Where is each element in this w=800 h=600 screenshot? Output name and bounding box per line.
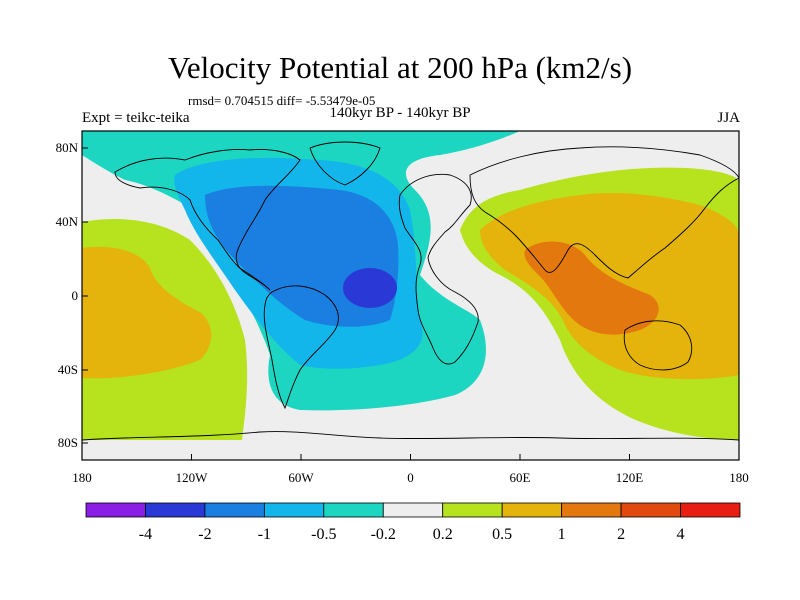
coast-greenland: [309, 141, 381, 186]
colorbar-swatch: [204, 502, 265, 518]
colorbar-swatch: [680, 502, 741, 518]
colorbar: [85, 502, 741, 518]
experiment-label: Expt = teikc-teika: [82, 110, 190, 126]
colorbar-label: 4: [677, 526, 685, 543]
coast-north-america: [114, 149, 301, 291]
colorbar-swatch: [145, 502, 206, 518]
y-tick-label: 80N: [56, 140, 79, 155]
coast-europe-africa: [398, 173, 479, 365]
x-tick-label: 0: [407, 470, 414, 485]
x-tick-label: 120E: [616, 470, 644, 485]
y-tick-label: 0: [72, 288, 79, 303]
y-tick-label: 80S: [58, 435, 78, 450]
chart-title: Velocity Potential at 200 hPa (km2/s): [167, 50, 633, 85]
colorbar-label: -0.5: [311, 526, 336, 543]
contour-orange-east: [524, 241, 659, 335]
colorbar-label: 1: [558, 526, 566, 543]
colorbar-label: -4: [139, 526, 152, 543]
colorbar-label: 0.2: [433, 526, 453, 543]
x-tick-label: 180: [729, 470, 749, 485]
y-tick-label: 40N: [56, 214, 79, 229]
x-tick-label: 180: [72, 470, 92, 485]
coast-south-america: [263, 285, 339, 410]
colorbar-swatch: [382, 502, 444, 518]
colorbar-label: 2: [617, 526, 625, 543]
colorbar-label: -1: [258, 526, 271, 543]
colorbar-swatch: [263, 502, 325, 518]
colorbar-labels: -4 -2 -1 -0.5 -0.2 0.2 0.5 1 2 4: [139, 526, 685, 543]
contour-yellow-west: [82, 246, 212, 379]
coast-antarctica: [82, 431, 739, 441]
polar-band-south: [82, 441, 739, 460]
coast-asia: [469, 146, 739, 279]
colorbar-swatch: [620, 502, 681, 518]
coast-australia: [623, 320, 693, 371]
stats-label: rmsd= 0.704515 diff= -5.53479e-05: [188, 93, 376, 108]
axis-tick-labels: 180 120W 60W 0 60E 120E 180 80N 40N 0 40S 80S: [56, 140, 749, 485]
coastlines: [82, 141, 739, 441]
period-label: 140kyr BP - 140kyr BP: [329, 105, 471, 121]
y-tick-label: 40S: [58, 362, 78, 377]
x-tick-label: 60E: [510, 470, 531, 485]
x-tick-label: 60W: [288, 470, 314, 485]
season-label: JJA: [717, 110, 740, 126]
contour-deep-core: [343, 268, 397, 308]
colorbar-swatch: [501, 502, 563, 518]
colorbar-label: -2: [198, 526, 211, 543]
axis-ticks: [81, 147, 740, 460]
colorbar-label: 0.5: [492, 526, 512, 543]
colorbar-label: -0.2: [371, 526, 396, 543]
colorbar-swatch: [323, 502, 384, 518]
colorbar-swatch: [442, 502, 503, 518]
contour-fill-layer: [82, 131, 739, 460]
colorbar-swatch: [85, 502, 146, 518]
colorbar-swatch: [561, 502, 622, 518]
x-tick-label: 120W: [176, 470, 209, 485]
